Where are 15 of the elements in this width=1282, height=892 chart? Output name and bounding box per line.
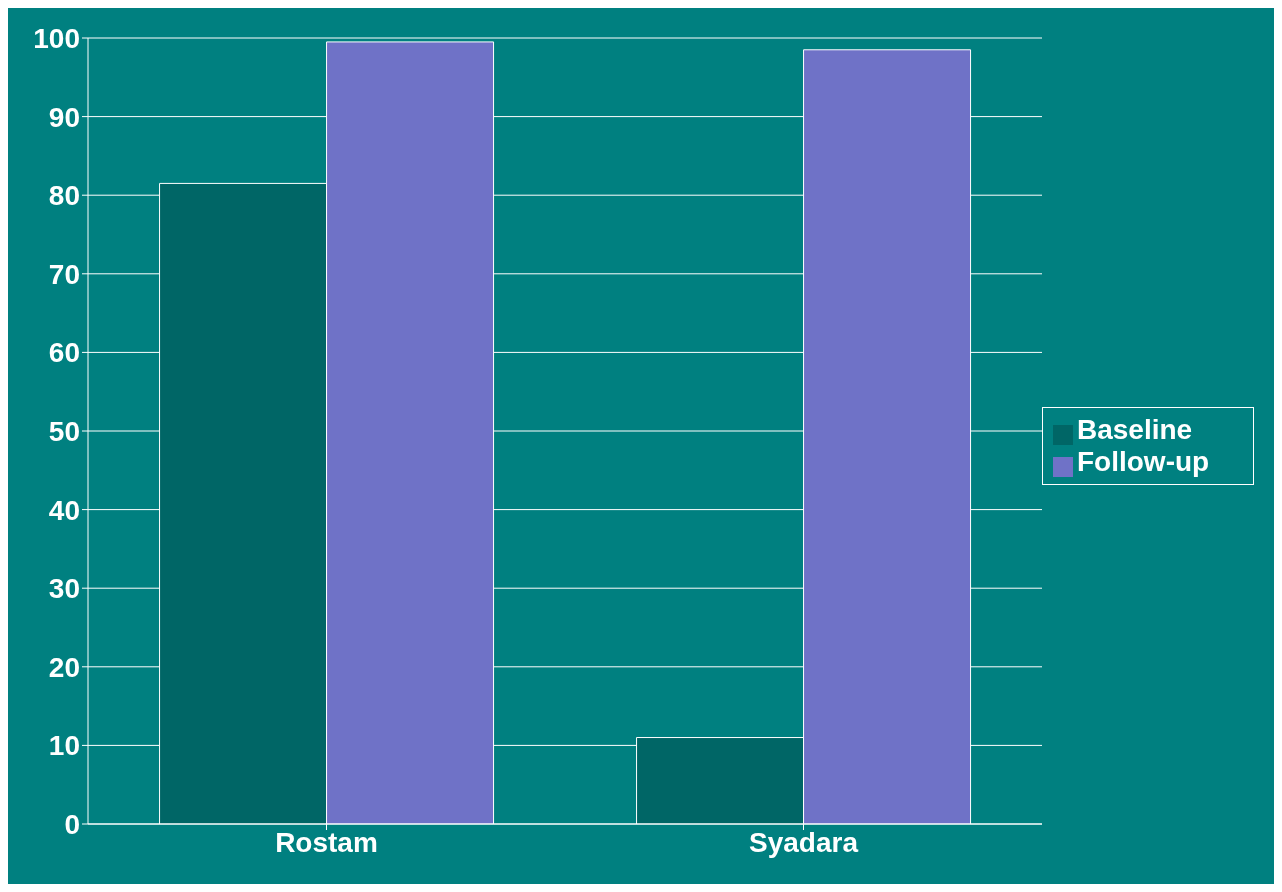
legend-label: Follow-up (1077, 446, 1210, 477)
x-tick-label: Syadara (749, 826, 859, 858)
x-tick-label: Rostam (275, 826, 378, 858)
y-tick-label: 90 (48, 101, 80, 133)
y-tick-label: 100 (33, 22, 80, 54)
legend-label: Baseline (1077, 414, 1193, 445)
y-tick-label: 70 (48, 258, 80, 290)
y-tick-label: 0 (64, 808, 80, 840)
y-tick-label: 40 (48, 494, 80, 526)
y-tick-label: 30 (48, 573, 80, 605)
y-tick-label: 50 (48, 415, 80, 447)
y-tick-label: 60 (48, 337, 80, 369)
y-tick-label: 10 (48, 730, 80, 762)
y-tick-label: 20 (48, 651, 80, 683)
y-tick-label: 80 (48, 180, 80, 212)
